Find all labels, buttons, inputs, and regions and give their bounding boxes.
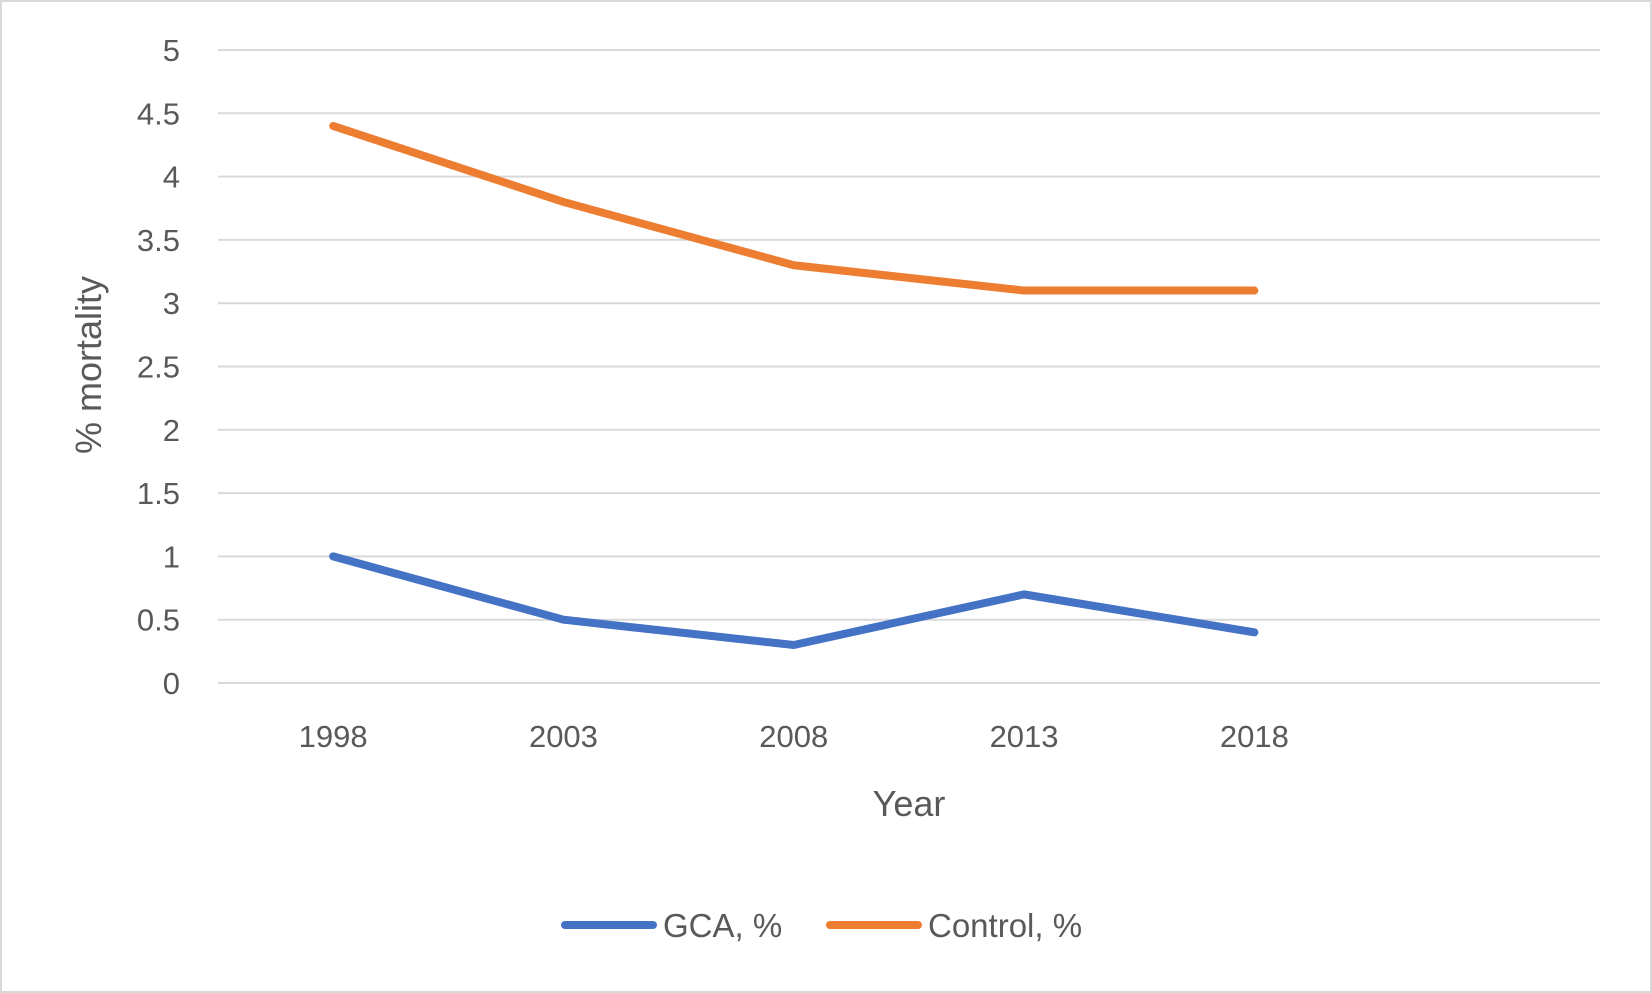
y-tick-label: 1.5 <box>137 476 180 511</box>
series-line-gca <box>329 552 1259 650</box>
data-point-gca <box>1253 631 1255 633</box>
x-axis-title: Year <box>873 783 946 824</box>
series-line-control <box>329 121 1259 295</box>
x-axis-tick-labels: 1998 2003 2008 2013 2018 <box>299 719 1289 754</box>
y-axis-title: % mortality <box>68 276 109 454</box>
data-point-control <box>1023 290 1025 292</box>
data-point-control <box>793 264 795 266</box>
x-tick-label: 1998 <box>299 719 368 754</box>
data-point-gca <box>332 555 334 557</box>
y-tick-label: 0 <box>163 666 180 701</box>
y-tick-label: 4 <box>163 160 180 195</box>
data-point-control <box>1253 290 1255 292</box>
data-point-gca <box>1023 593 1025 595</box>
legend-label: GCA, % <box>663 907 782 944</box>
data-point-gca <box>793 644 795 646</box>
data-point-control <box>332 125 334 127</box>
data-point-control <box>562 201 564 203</box>
y-tick-label: 3 <box>163 286 180 321</box>
y-tick-label: 4.5 <box>137 96 180 131</box>
x-tick-label: 2018 <box>1220 719 1289 754</box>
y-axis-tick-labels: 0 0.5 1 1.5 2 2.5 3 3.5 4 4.5 5 <box>137 33 180 701</box>
series-lines <box>329 121 1259 650</box>
y-tick-label: 0.5 <box>137 603 180 638</box>
y-tick-label: 1 <box>163 539 180 574</box>
y-tick-label: 2.5 <box>137 350 180 385</box>
y-tick-label: 3.5 <box>137 223 180 258</box>
data-point-gca <box>562 619 564 621</box>
y-tick-label: 2 <box>163 413 180 448</box>
x-tick-label: 2008 <box>759 719 828 754</box>
x-tick-label: 2013 <box>990 719 1059 754</box>
y-tick-label: 5 <box>163 33 180 68</box>
legend-label: Control, % <box>928 907 1082 944</box>
legend: GCA, % Control, % <box>561 907 1082 944</box>
x-tick-label: 2003 <box>529 719 598 754</box>
gridlines <box>218 49 1600 684</box>
